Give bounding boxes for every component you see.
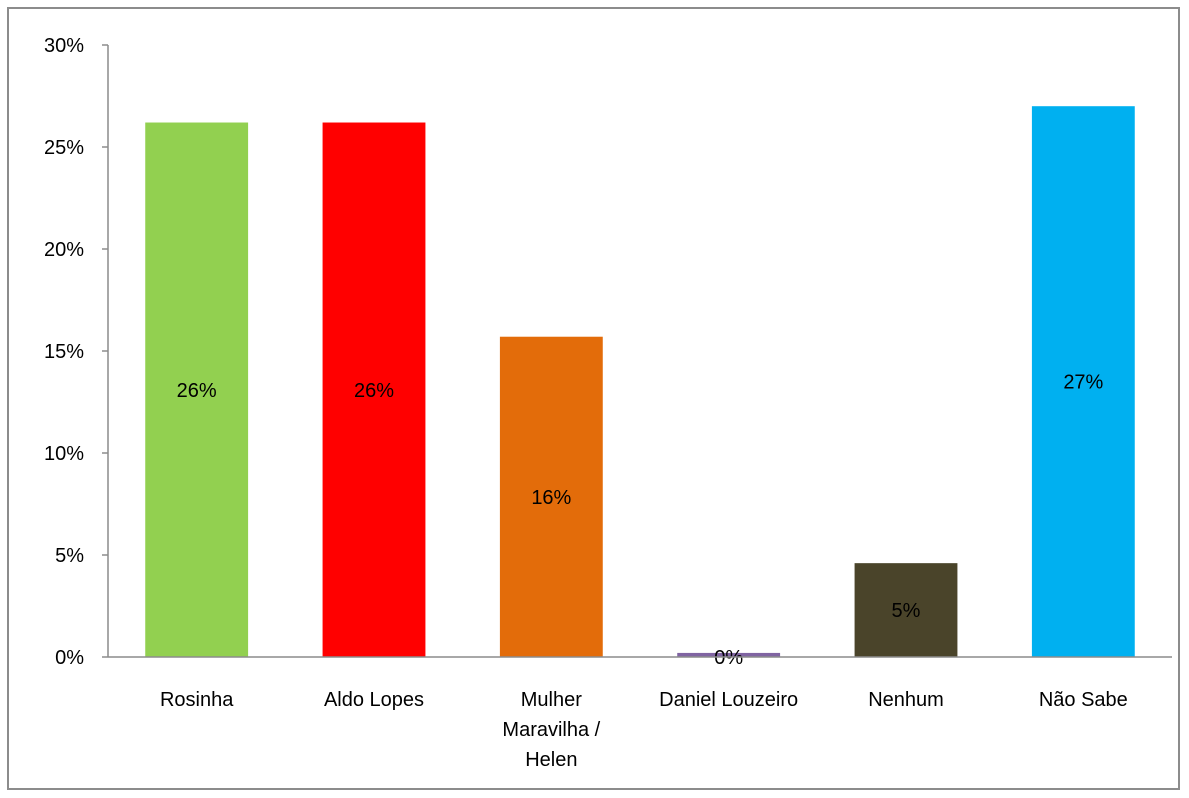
bar (677, 652, 781, 657)
x-tick-label-line: Maravilha / (502, 719, 600, 741)
x-tick-label: Nenhum (868, 689, 944, 711)
x-tick-label: Não Sabe (1039, 689, 1128, 711)
data-label: 26% (354, 380, 394, 402)
y-tick-label: 10% (44, 443, 84, 465)
x-tick-label: Mulher Maravilha / Helen (502, 689, 600, 771)
x-tick-label-line: Rosinha (160, 689, 234, 711)
x-tick-label-line: Daniel Louzeiro (659, 689, 798, 711)
x-axis: Rosinha Aldo Lopes Mulher Maravilha / Helen D… (108, 656, 1172, 771)
data-label: 5% (892, 600, 921, 622)
x-tick-label-line: Não Sabe (1039, 689, 1128, 711)
y-axis: 0% 5% 10% 15% 20% 25% 30% (44, 35, 109, 669)
data-label: 26% (177, 380, 217, 402)
x-tick-label-line: Nenhum (868, 689, 944, 711)
x-tick-label-line: Aldo Lopes (324, 689, 424, 711)
y-tick-label: 20% (44, 239, 84, 261)
data-label: 16% (531, 487, 571, 509)
x-tick-label-line: Helen (525, 749, 577, 771)
bar (145, 122, 249, 657)
x-tick-label-line: Mulher (521, 689, 582, 711)
bars: 26% 26% 16% 0% 5% 27% (145, 106, 1135, 669)
y-tick-label: 5% (55, 545, 84, 567)
data-label: 27% (1063, 372, 1103, 394)
x-tick-label: Aldo Lopes (324, 689, 424, 711)
bar (854, 563, 958, 657)
y-tick-label: 30% (44, 35, 84, 57)
x-tick-label: Daniel Louzeiro (659, 689, 798, 711)
x-tick-label: Rosinha (160, 689, 234, 711)
bar (322, 122, 426, 657)
y-tick-label: 25% (44, 137, 84, 159)
bar (499, 336, 603, 657)
y-tick-label: 15% (44, 341, 84, 363)
data-label: 0% (714, 647, 743, 669)
y-tick-label: 0% (55, 647, 84, 669)
bar (1031, 106, 1135, 657)
